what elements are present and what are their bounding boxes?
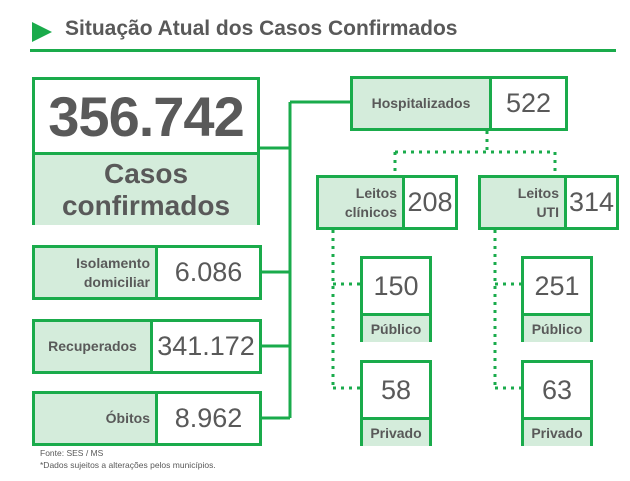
total-cases-value: 356.742 (48, 84, 244, 148)
title-arrow-icon (32, 22, 52, 42)
isolamento-label-line2: domiciliar (83, 273, 150, 290)
footer-source: Fonte: SES / MS (40, 448, 104, 458)
clinicos-privado-box: 58 Privado (360, 360, 432, 446)
clinicos-publico-label: Público (370, 320, 422, 337)
obitos-label-cell: Óbitos (35, 394, 158, 443)
uti-privado-label-cell: Privado (524, 420, 590, 446)
hospitalizados-value: 522 (505, 88, 552, 118)
isolamento-label-cell: Isolamento domiciliar (35, 248, 158, 297)
total-cases-label-line2: confirmados (61, 190, 231, 221)
recuperados-box: Recuperados 341.172 (32, 319, 262, 374)
total-cases-label-line1: Casos (103, 157, 189, 189)
uti-privado-value-cell: 63 (524, 363, 590, 420)
clinicos-publico-box: 150 Público (360, 256, 432, 342)
leitos-uti-value: 314 (568, 187, 615, 217)
isolamento-value-cell: 6.086 (158, 248, 259, 297)
page-title: Situação Atual dos Casos Confirmados (65, 17, 458, 40)
total-cases-value-cell: 356.742 (35, 80, 257, 155)
obitos-label: Óbitos (105, 410, 150, 427)
leitos-uti-label-line1: Leitos (517, 184, 559, 201)
uti-privado-value: 63 (541, 374, 573, 405)
clinicos-privado-value: 58 (380, 374, 412, 405)
isolamento-value: 6.086 (174, 257, 243, 287)
clinicos-privado-label: Privado (370, 424, 422, 441)
hospitalizados-value-cell: 522 (492, 79, 565, 128)
uti-publico-value: 251 (534, 270, 580, 301)
uti-publico-box: 251 Público (521, 256, 593, 342)
uti-privado-box: 63 Privado (521, 360, 593, 446)
hospitalizados-label: Hospitalizados (371, 95, 471, 112)
clinicos-publico-label-cell: Público (363, 316, 429, 342)
leitos-clinicos-value: 208 (407, 187, 453, 217)
leitos-clinicos-label-cell: Leitos clínicos (319, 178, 405, 227)
uti-publico-label: Público (531, 320, 583, 337)
recuperados-value: 341.172 (157, 331, 255, 361)
obitos-value-cell: 8.962 (158, 394, 259, 443)
total-cases-box: 356.742 Casos confirmados (32, 77, 260, 225)
clinicos-publico-value-cell: 150 (363, 259, 429, 316)
clinicos-publico-value: 150 (373, 270, 419, 301)
recuperados-value-cell: 341.172 (153, 322, 259, 371)
uti-publico-value-cell: 251 (524, 259, 590, 316)
hospitalizados-box: Hospitalizados 522 (350, 76, 568, 131)
hospitalizados-label-cell: Hospitalizados (353, 79, 492, 128)
recuperados-label: Recuperados (48, 338, 137, 355)
uti-publico-label-cell: Público (524, 316, 590, 342)
leitos-clinicos-label-line1: Leitos (355, 184, 397, 201)
recuperados-label-cell: Recuperados (35, 322, 153, 371)
isolamento-label-line1: Isolamento (76, 254, 150, 271)
obitos-value: 8.962 (174, 403, 243, 433)
total-cases-label-cell: Casos confirmados (35, 155, 257, 225)
obitos-box: Óbitos 8.962 (32, 391, 262, 446)
leitos-uti-value-cell: 314 (567, 178, 616, 227)
leitos-clinicos-value-cell: 208 (405, 178, 455, 227)
leitos-uti-box: Leitos UTI 314 (478, 175, 619, 230)
leitos-uti-label-cell: Leitos UTI (481, 178, 567, 227)
leitos-clinicos-label-line2: clínicos (344, 203, 397, 220)
clinicos-privado-value-cell: 58 (363, 363, 429, 420)
footer-note: *Dados sujeitos a alterações pelos munic… (40, 460, 216, 470)
leitos-uti-label-line2: UTI (536, 203, 559, 220)
clinicos-privado-label-cell: Privado (363, 420, 429, 446)
uti-privado-label: Privado (531, 424, 583, 441)
leitos-clinicos-box: Leitos clínicos 208 (316, 175, 458, 230)
isolamento-box: Isolamento domiciliar 6.086 (32, 245, 262, 300)
title-underline (30, 49, 616, 52)
